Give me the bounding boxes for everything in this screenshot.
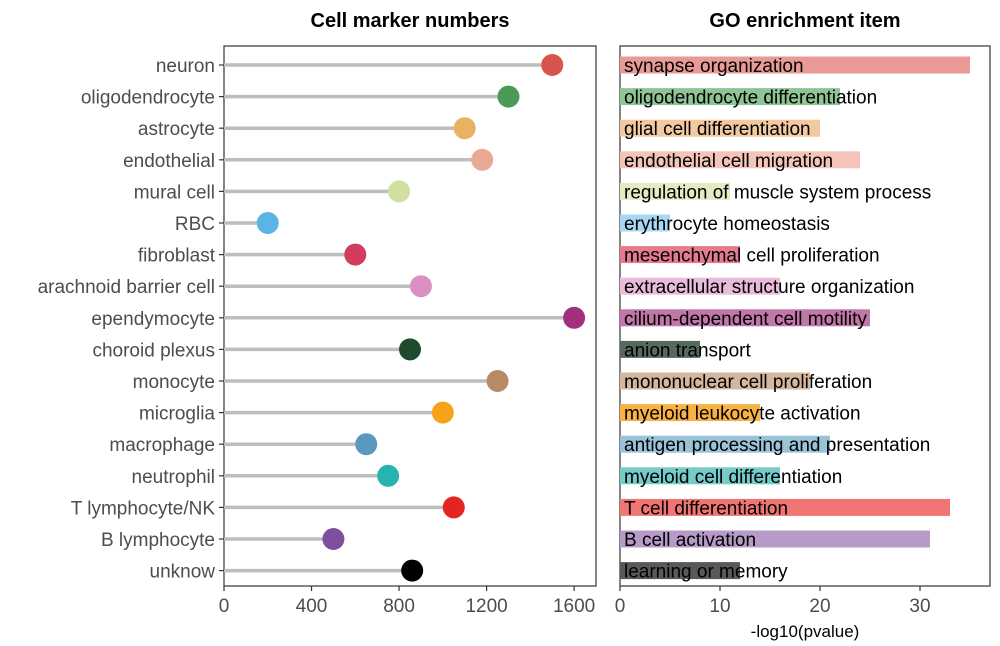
bar [620,88,840,106]
plot-border [223,45,597,587]
x-tick-label: 1600 [553,596,595,617]
bar-label: mononuclear cell proliferation [624,372,872,393]
chart-title: GO enrichment item [709,10,900,32]
bar [620,562,740,580]
bar-plot: synapse organization oligodendrocyte diff… [615,45,991,617]
lollipop-point [322,528,345,550]
x-tick-label: 1200 [465,596,507,617]
y-tick-label: choroid plexus [92,340,215,361]
bar-label: learning or memory [624,562,788,583]
y-tick-label: oligodendrocyte [81,88,215,109]
lollipop-point [401,559,424,582]
cell-marker-chart: Cell marker numbers neuron oligodendrocyt… [38,10,597,617]
y-tick-label: monocyte [133,372,215,393]
y-tick-label: unknow [150,562,216,583]
x-tick-label: 800 [383,596,415,617]
bar-label: myeloid cell differentiation [624,467,842,488]
y-tick-label: astrocyte [138,119,215,140]
lollipop-point [442,496,465,519]
lollipop-point [541,54,564,76]
x-tick-label: 10 [709,596,730,617]
y-tick-label: arachnoid barrier cell [38,277,215,298]
y-tick-label: B lymphocyte [101,530,215,551]
bar [620,467,780,485]
bar-label: cilium-dependent cell motility [624,309,867,330]
y-tick-label: neuron [156,56,215,77]
chart-title: Cell marker numbers [311,10,510,32]
y-tick-label: fibroblast [138,246,216,267]
lollipop-point [486,370,509,392]
bar [620,182,730,200]
bar [620,151,860,169]
x-axis-label: -log10(pvalue) [751,622,860,641]
x-tick-label: 400 [296,596,328,617]
lollipop-point [497,85,520,108]
bar-label: B cell activation [624,530,756,551]
y-tick-label: RBC [175,214,215,235]
lollipop-point [453,117,476,140]
lollipop-point [256,212,279,234]
y-tick-label: T lymphocyte/NK [71,498,216,519]
y-tick-label: endothelial [123,151,215,172]
bar [620,435,830,453]
y-tick-label: neutrophil [132,467,215,488]
bar [620,214,670,232]
go-enrichment-chart: GO enrichment item synapse organization o… [615,10,991,641]
y-tick-label: mural cell [134,182,215,203]
lollipop-point [563,306,586,329]
bar [620,530,930,548]
bar-label: myeloid leukocyte activation [624,404,861,425]
bar [620,119,820,137]
bar-label: endothelial cell migration [624,151,833,172]
bar-label: T cell differentiation [624,498,788,519]
bar [620,340,700,358]
bar-label: extracellular structure organization [624,277,914,298]
lollipop-point [344,243,367,266]
lollipop-point [471,148,494,171]
lollipop-point [388,180,411,203]
bar-label: synapse organization [624,56,804,77]
bar [620,372,810,390]
x-tick-label: 30 [909,596,930,617]
bar-label: mesenchymal cell proliferation [624,246,880,267]
bar [620,404,760,422]
y-tick-label: microglia [139,404,215,425]
lollipop-point [399,338,421,361]
bar-label: anion transport [624,340,751,361]
bar-label: oligodendrocyte differentiation [624,88,877,109]
bar-label: antigen processing and presentation [624,435,930,456]
bar-label: erythrocyte homeostasis [624,214,830,235]
bar [620,498,950,516]
lollipop-plot: neuron oligodendrocyte astrocyte endothelia… [38,45,597,617]
lollipop-point [355,433,378,456]
lollipop-point [377,464,400,487]
lollipop-point [431,401,454,424]
y-tick-label: macrophage [109,435,215,456]
x-tick-label: 0 [615,596,626,617]
y-tick-label: ependymocyte [91,309,215,330]
bar-label: glial cell differentiation [624,119,811,140]
bar [620,277,780,295]
bar [620,309,870,327]
bar [620,246,740,264]
bar [620,56,970,74]
x-tick-label: 20 [809,596,830,617]
lollipop-point [409,275,432,298]
x-tick-label: 0 [219,596,230,617]
bar-label: regulation of muscle system process [624,182,931,203]
